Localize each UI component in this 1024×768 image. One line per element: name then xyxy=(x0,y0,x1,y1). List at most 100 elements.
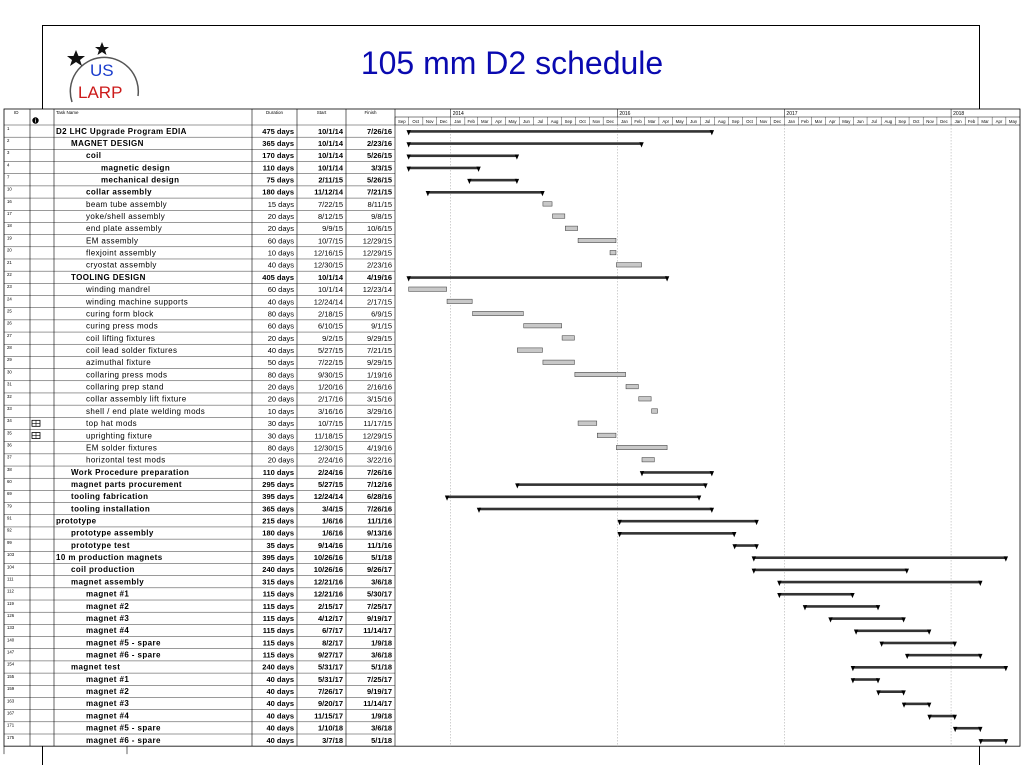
task-duration: 80 days xyxy=(268,370,295,379)
task-duration: 15 days xyxy=(268,200,295,209)
task-duration: 475 days xyxy=(262,127,294,136)
task-name: magnet #2 xyxy=(86,687,129,696)
month-label: Jan xyxy=(454,119,462,124)
task-name: prototype test xyxy=(71,541,130,550)
task-name: prototype assembly xyxy=(71,529,154,538)
task-name: top hat mods xyxy=(86,419,137,428)
summary-bar-end-cap xyxy=(709,507,715,513)
task-name: EM assembly xyxy=(86,236,138,245)
task-start: 10/7/15 xyxy=(318,419,343,428)
summary-bar xyxy=(881,641,955,645)
task-name: magnet #1 xyxy=(86,590,129,599)
summary-bar-start-cap xyxy=(952,726,958,733)
task-duration: 115 days xyxy=(263,626,294,635)
task-duration: 115 days xyxy=(263,638,294,647)
task-duration: 365 days xyxy=(262,504,294,513)
task-start: 5/31/17 xyxy=(318,675,343,684)
task-name: magnet #4 xyxy=(86,711,129,720)
task-finish: 2/23/16 xyxy=(367,139,392,148)
task-start: 6/7/17 xyxy=(322,626,343,635)
summary-bar xyxy=(852,678,879,681)
task-start: 1/10/18 xyxy=(318,724,343,733)
task-bar xyxy=(609,250,617,256)
task-id: 126 xyxy=(7,613,15,618)
task-duration: 40 days xyxy=(266,675,294,684)
task-bar xyxy=(616,445,668,450)
summary-bar-end-cap xyxy=(709,471,715,477)
task-id: 32 xyxy=(7,394,12,399)
summary-bar-end-cap xyxy=(1003,739,1009,745)
task-start: 12/21/16 xyxy=(314,577,343,586)
task-name: magnet #6 - spare xyxy=(86,736,161,745)
task-duration: 115 days xyxy=(263,590,294,599)
task-duration: 40 days xyxy=(266,699,294,708)
task-id: 23 xyxy=(7,284,12,289)
task-id: 111 xyxy=(7,576,14,581)
task-duration: 40 days xyxy=(268,297,295,306)
logo-star-icon-2 xyxy=(95,42,109,55)
task-finish: 6/9/15 xyxy=(371,309,392,318)
task-finish: 7/21/15 xyxy=(367,188,392,197)
task-start: 3/4/15 xyxy=(322,504,343,513)
task-finish: 9/29/15 xyxy=(367,334,392,343)
task-finish: 10/6/15 xyxy=(367,224,392,233)
task-name: magnet #5 - spare xyxy=(86,638,161,647)
task-id: 2 xyxy=(7,138,10,143)
task-name: uprighting fixture xyxy=(86,431,152,440)
task-id: 29 xyxy=(7,357,12,362)
summary-bar-start-cap xyxy=(476,507,482,513)
task-id: 99 xyxy=(7,540,12,545)
task-start: 2/24/16 xyxy=(318,468,343,477)
month-label: Jul xyxy=(538,119,544,124)
summary-bar-start-cap xyxy=(406,142,411,148)
task-id: 1 xyxy=(7,126,10,131)
task-duration: 115 days xyxy=(263,614,294,623)
header-task-name: Task Name xyxy=(56,110,79,115)
task-start: 12/30/15 xyxy=(314,443,343,452)
summary-bar-start-cap xyxy=(978,739,983,745)
summary-bar xyxy=(856,629,930,633)
task-duration: 80 days xyxy=(268,443,295,452)
task-start: 1/6/16 xyxy=(322,529,343,538)
task-finish: 3/6/18 xyxy=(371,577,392,586)
month-label: Jun xyxy=(523,119,531,124)
month-label: Oct xyxy=(746,119,753,124)
task-start: 1/20/16 xyxy=(318,383,343,392)
task-name: coil xyxy=(86,151,101,160)
task-id: 28 xyxy=(7,345,12,350)
task-name: magnet parts procurement xyxy=(71,480,182,489)
task-duration: 20 days xyxy=(268,224,295,233)
summary-bar-start-cap xyxy=(751,568,757,574)
task-name: collaring prep stand xyxy=(86,383,164,392)
task-bar xyxy=(517,347,543,353)
summary-bar-start-cap xyxy=(515,483,520,489)
task-bar xyxy=(638,396,652,402)
header-duration: Duration xyxy=(266,110,284,115)
summary-bar-end-cap xyxy=(1003,666,1009,672)
summary-bar xyxy=(929,714,955,718)
task-name: EM solder fixtures xyxy=(86,443,157,452)
summary-bar xyxy=(408,154,517,158)
task-name: winding machine supports xyxy=(85,297,188,306)
summary-bar-start-cap xyxy=(876,690,881,696)
task-duration: 20 days xyxy=(268,334,295,343)
task-finish: 11/17/15 xyxy=(363,419,392,428)
month-label: Sep xyxy=(565,119,573,124)
task-start: 7/26/17 xyxy=(318,687,343,696)
task-start: 9/27/17 xyxy=(318,651,343,660)
task-start: 10/1/14 xyxy=(318,163,344,172)
task-duration: 80 days xyxy=(268,309,295,318)
task-start: 12/16/15 xyxy=(314,249,343,258)
month-label: May xyxy=(676,119,685,124)
task-id: 60 xyxy=(7,479,12,484)
task-id: 35 xyxy=(7,430,12,435)
task-finish: 7/21/15 xyxy=(367,346,392,355)
task-start: 2/24/16 xyxy=(318,456,343,465)
task-duration: 60 days xyxy=(268,322,295,331)
task-name: horizontal test mods xyxy=(86,456,166,465)
task-finish: 7/12/16 xyxy=(367,480,392,489)
task-start: 11/15/17 xyxy=(314,711,343,720)
task-start: 6/10/15 xyxy=(318,322,343,331)
month-label: Oct xyxy=(579,119,586,124)
summary-bar xyxy=(408,276,668,279)
